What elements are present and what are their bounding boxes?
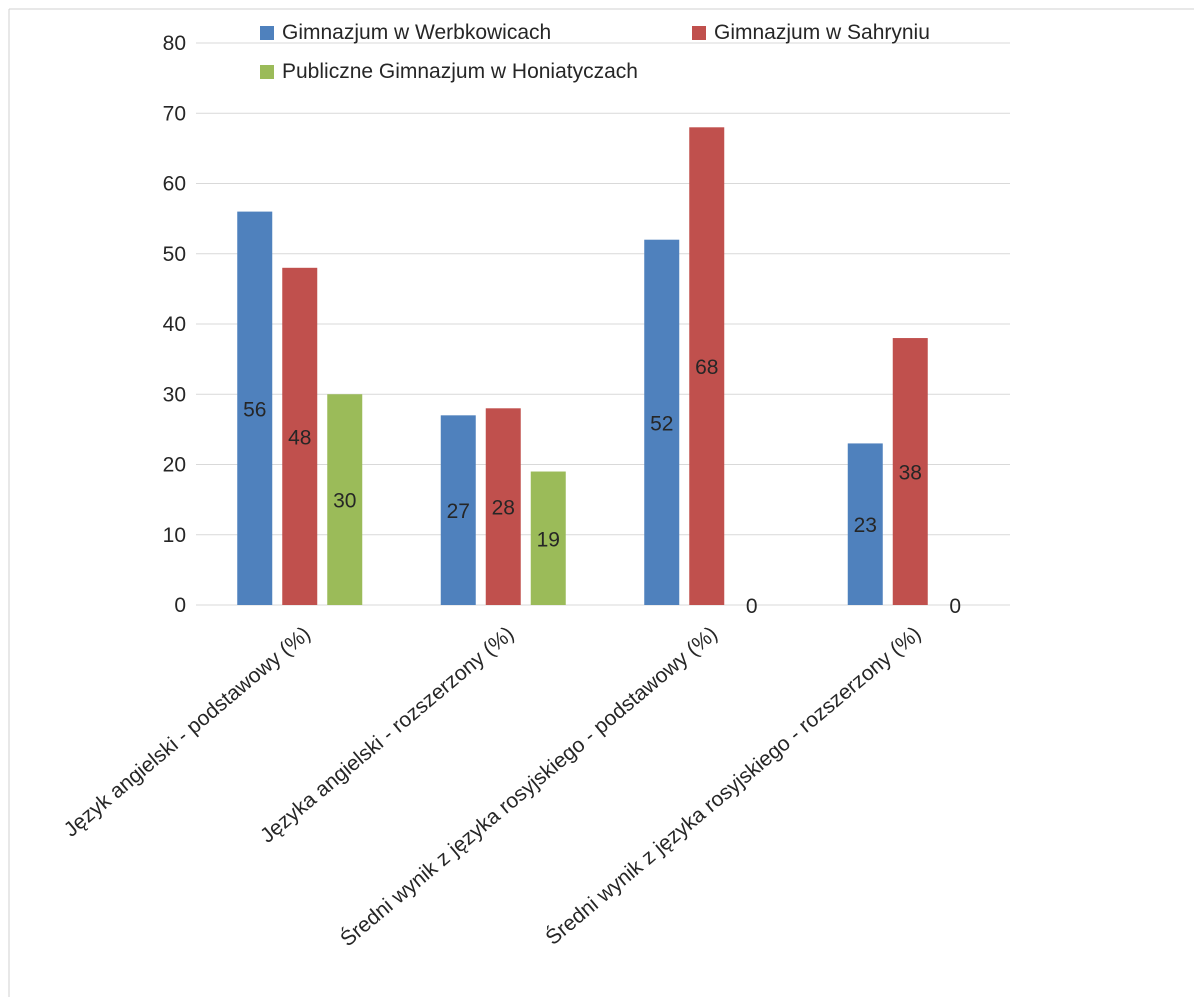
data-label: 38 [899, 462, 922, 485]
bar [644, 239, 680, 605]
bar [237, 211, 273, 605]
y-tick-label: 20 [163, 454, 186, 477]
bar [892, 338, 928, 605]
bar [847, 443, 883, 605]
bar [282, 267, 318, 605]
bar [327, 394, 363, 605]
category-label: Średni wynik z języka rosyjskiego - rozs… [541, 621, 926, 949]
legend-swatch [260, 65, 274, 79]
data-label: 0 [949, 595, 961, 618]
y-axis-ticks: 0 10 20 30 40 50 60 70 80 [163, 32, 186, 617]
legend-swatch [692, 26, 706, 40]
y-tick-label: 30 [163, 383, 186, 406]
y-tick-label: 10 [163, 524, 186, 547]
bar [530, 471, 566, 605]
bar [485, 408, 521, 605]
chart-frame [8, 8, 1194, 997]
data-label: 28 [492, 497, 515, 520]
data-label: 48 [288, 426, 311, 449]
category-label: Język angielski - podstawowy (%) [60, 622, 315, 841]
y-tick-label: 50 [163, 243, 186, 266]
data-label: 56 [243, 398, 266, 421]
y-tick-label: 40 [163, 313, 186, 336]
data-label: 0 [746, 595, 758, 618]
legend-label: Publiczne Gimnazjum w Honiatyczach [282, 60, 638, 83]
legend-swatch [260, 26, 274, 40]
y-tick-label: 60 [163, 173, 186, 196]
y-tick-label: 0 [174, 594, 186, 617]
data-label: 52 [650, 412, 673, 435]
bar [440, 415, 476, 605]
category-label: Średni wynik z języka rosyjskiego - pods… [336, 621, 722, 951]
category-labels: Język angielski - podstawowy (%)Języka a… [60, 621, 926, 951]
gridlines [196, 42, 1010, 606]
data-label: 68 [695, 356, 718, 379]
bars [237, 127, 928, 606]
legend-label: Gimnazjum w Werbkowicach [282, 21, 551, 44]
data-label: 19 [537, 528, 560, 551]
data-label: 27 [447, 500, 470, 523]
bar [689, 127, 725, 606]
y-tick-label: 70 [163, 102, 186, 125]
data-labels: 56 48 30 27 28 19 52 68 0 23 38 0 [243, 356, 961, 618]
data-label: 23 [854, 514, 877, 537]
legend-label: Gimnazjum w Sahryniu [714, 21, 930, 44]
legend: Gimnazjum w Werbkowicach Gimnazjum w Sahr… [260, 21, 930, 83]
data-label: 30 [333, 490, 356, 513]
y-tick-label: 80 [163, 32, 186, 55]
